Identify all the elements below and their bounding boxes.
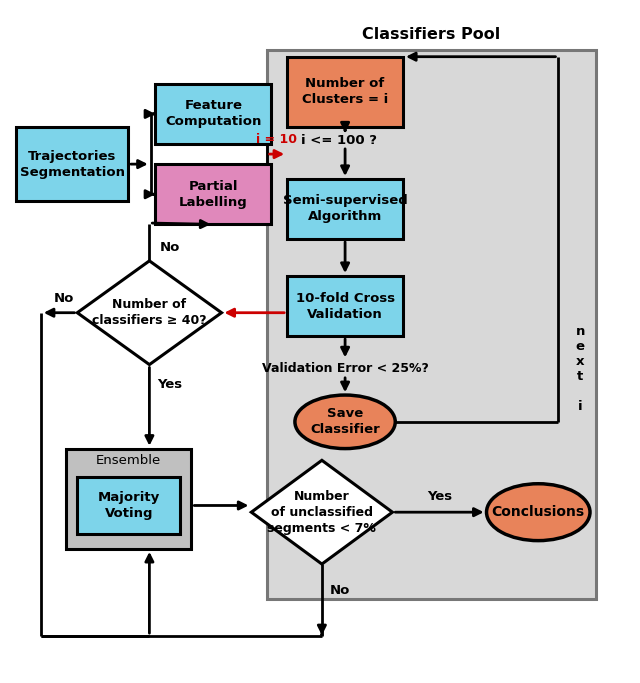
Text: Number of
Clusters = i: Number of Clusters = i bbox=[302, 77, 388, 107]
FancyBboxPatch shape bbox=[156, 84, 271, 144]
FancyBboxPatch shape bbox=[66, 449, 191, 549]
Text: i <= 100 ?: i <= 100 ? bbox=[301, 134, 377, 148]
Text: Yes: Yes bbox=[427, 490, 452, 503]
Polygon shape bbox=[252, 460, 392, 564]
Text: Conclusions: Conclusions bbox=[492, 505, 585, 519]
Text: Feature
Computation: Feature Computation bbox=[165, 100, 262, 128]
FancyBboxPatch shape bbox=[77, 477, 180, 534]
Text: Classifiers Pool: Classifiers Pool bbox=[362, 27, 500, 42]
FancyBboxPatch shape bbox=[17, 127, 128, 201]
FancyBboxPatch shape bbox=[156, 164, 271, 225]
Ellipse shape bbox=[295, 395, 396, 449]
Text: i = 10: i = 10 bbox=[257, 133, 298, 146]
Text: Majority
Voting: Majority Voting bbox=[97, 491, 160, 520]
FancyBboxPatch shape bbox=[267, 51, 596, 599]
Ellipse shape bbox=[486, 484, 590, 541]
Text: No: No bbox=[160, 241, 180, 254]
Text: Number of
classifiers ≥ 40?: Number of classifiers ≥ 40? bbox=[92, 298, 207, 327]
Text: Trajectories
Segmentation: Trajectories Segmentation bbox=[20, 150, 125, 179]
Text: Number
of unclassified
segments < 7%: Number of unclassified segments < 7% bbox=[268, 490, 376, 535]
Text: Yes: Yes bbox=[157, 378, 182, 391]
Polygon shape bbox=[77, 261, 221, 365]
Text: Validation Error < 25%?: Validation Error < 25%? bbox=[262, 362, 429, 375]
FancyBboxPatch shape bbox=[287, 276, 403, 336]
FancyBboxPatch shape bbox=[287, 179, 403, 239]
Text: Semi-supervised
Algorithm: Semi-supervised Algorithm bbox=[283, 195, 408, 223]
Text: No: No bbox=[54, 292, 74, 305]
Text: 10-fold Cross
Validation: 10-fold Cross Validation bbox=[296, 292, 395, 320]
Text: Ensemble: Ensemble bbox=[96, 454, 161, 467]
Text: No: No bbox=[330, 584, 350, 597]
Text: Save
Classifier: Save Classifier bbox=[310, 407, 380, 436]
FancyBboxPatch shape bbox=[287, 57, 403, 127]
Text: Partial
Labelling: Partial Labelling bbox=[179, 180, 248, 209]
Text: n
e
x
t
 
i: n e x t i bbox=[575, 324, 585, 413]
